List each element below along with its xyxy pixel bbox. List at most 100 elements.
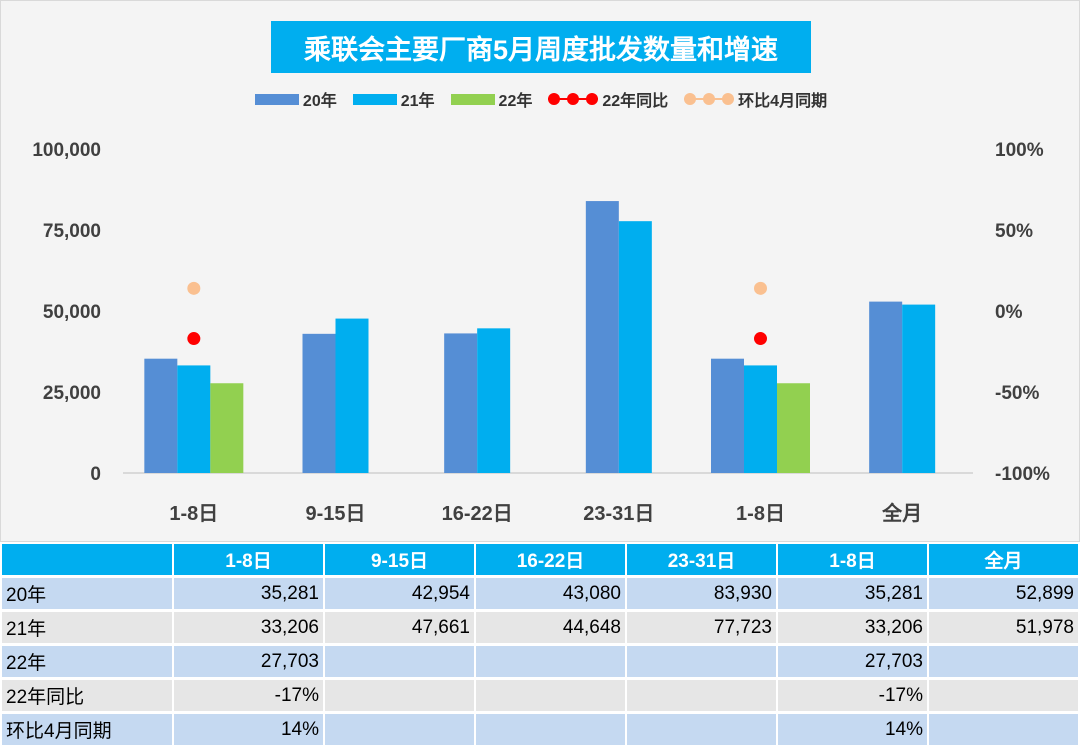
- table-header-cell: 全月: [929, 544, 1078, 578]
- table-row-label: 22年同比: [2, 680, 172, 714]
- legend-item-3: 22年同比: [548, 87, 668, 111]
- legend-label-0: 20年: [302, 93, 337, 110]
- legend-label-1: 21年: [400, 93, 435, 110]
- x-tick-label: 23-31日: [583, 503, 654, 525]
- table-cell: [476, 680, 625, 714]
- table-header-cell: 1-8日: [778, 544, 927, 578]
- table-row: 22年同比 -17% -17%: [2, 680, 1078, 714]
- table-cell: [627, 646, 776, 680]
- chart-area: 乘联会主要厂商5月周度批发数量和增速 20年 21年 22年 22年同比 环比4月同期 …: [0, 0, 1080, 542]
- point: [754, 332, 767, 346]
- point: [187, 332, 201, 346]
- bar: [585, 201, 619, 473]
- table-cell: [476, 714, 625, 748]
- bar: [744, 365, 777, 473]
- table-cell: [929, 646, 1078, 680]
- table-row-label: 20年: [2, 578, 172, 612]
- table-cell: [325, 714, 474, 748]
- table-row: 22年 27,703 27,703: [2, 646, 1078, 680]
- bar: [477, 328, 511, 473]
- table-cell: 52,899: [929, 578, 1078, 612]
- bar: [335, 318, 369, 473]
- bar: [444, 333, 478, 473]
- table-cell: [627, 714, 776, 748]
- x-tick-label: 1-8日: [736, 503, 785, 525]
- bar: [177, 365, 211, 473]
- table-cell: 35,281: [778, 578, 927, 612]
- y-left-tick-label: 0: [90, 464, 101, 485]
- table-row-label: 22年: [2, 646, 172, 680]
- y-left-tick-label: 25,000: [43, 383, 101, 404]
- legend-item-4: 环比4月同期: [684, 87, 827, 111]
- table-cell: 43,080: [476, 578, 625, 612]
- table-cell: [627, 680, 776, 714]
- table-cell: 33,206: [778, 612, 927, 646]
- x-tick-label: 9-15日: [305, 503, 365, 525]
- table-cell: 44,648: [476, 612, 625, 646]
- x-tick-label: 全月: [881, 501, 922, 525]
- bar: [302, 333, 336, 473]
- table-cell: 83,930: [627, 578, 776, 612]
- table-row: 20年 35,281 42,954 43,080 83,930 35,281 52,899: [2, 578, 1078, 612]
- legend-label-2: 22年: [498, 93, 533, 110]
- y-left-tick-label: 75,000: [43, 221, 101, 242]
- table-row-label: 环比4月同期: [2, 714, 172, 748]
- table-header-row: 1-8日 9-15日 16-22日 23-31日 1-8日 全月: [2, 544, 1078, 578]
- y-right-tick-label: -100%: [995, 464, 1050, 485]
- data-table: 1-8日 9-15日 16-22日 23-31日 1-8日 全月 20年 35,281 42,…: [0, 544, 1080, 748]
- y-right-tick-label: 50%: [995, 221, 1033, 242]
- table-cell: [325, 646, 474, 680]
- legend-marker-4: [684, 93, 735, 105]
- legend-item-1: 21年: [352, 87, 435, 111]
- table-cell: 27,703: [174, 646, 323, 680]
- legend-marker-0: [254, 93, 299, 105]
- table-cell: [929, 680, 1078, 714]
- table-cell: -17%: [174, 680, 323, 714]
- x-tick-label: 1-8日: [169, 503, 218, 525]
- y-left-tick-label: 100,000: [32, 140, 101, 161]
- legend-marker-2: [450, 93, 495, 105]
- table-cell: 14%: [174, 714, 323, 748]
- table-header-cell: 1-8日: [174, 544, 323, 578]
- point: [754, 281, 767, 295]
- chart-title: 乘联会主要厂商5月周度批发数量和增速: [271, 21, 811, 73]
- legend-label-3: 22年同比: [602, 93, 669, 110]
- plot-area: 0 25,000 50,000 75,000 100,000 -100% -50% 0% 50%…: [32, 140, 1050, 525]
- y-right-tick-label: 0%: [995, 302, 1023, 323]
- table-cell: [929, 714, 1078, 748]
- y-left-tick-label: 50,000: [43, 302, 101, 323]
- table-row: 21年 33,206 47,661 44,648 77,723 33,206 51,978: [2, 612, 1078, 646]
- table-row-label: 21年: [2, 612, 172, 646]
- chart-legend: 20年 21年 22年 22年同比 环比4月同期: [1, 86, 1080, 112]
- x-tick-label: 16-22日: [442, 503, 513, 525]
- table-cell: 35,281: [174, 578, 323, 612]
- y-right-tick-label: -50%: [995, 383, 1039, 404]
- table-cell: [325, 680, 474, 714]
- table-cell: [476, 646, 625, 680]
- bar: [618, 221, 652, 473]
- table-cell: -17%: [778, 680, 927, 714]
- table-cell: 14%: [778, 714, 927, 748]
- bar: [144, 358, 178, 473]
- bar: [777, 383, 810, 473]
- table-header-cell: 16-22日: [476, 544, 625, 578]
- bar: [869, 301, 903, 473]
- table-cell: 33,206: [174, 612, 323, 646]
- table-header-cell: 23-31日: [627, 544, 776, 578]
- point: [187, 281, 201, 295]
- table-row: 环比4月同期 14% 14%: [2, 714, 1078, 748]
- y-right-tick-label: 100%: [995, 140, 1044, 161]
- table-cell: 27,703: [778, 646, 927, 680]
- legend-marker-3: [548, 93, 599, 105]
- bar: [902, 304, 936, 473]
- legend-item-2: 22年: [450, 87, 533, 111]
- bar: [210, 383, 244, 473]
- table-cell: 42,954: [325, 578, 474, 612]
- table-header-cell: 9-15日: [325, 544, 474, 578]
- table-cell: 47,661: [325, 612, 474, 646]
- legend-label-4: 环比4月同期: [738, 93, 828, 110]
- table-body: 20年 35,281 42,954 43,080 83,930 35,281 52,899 2…: [2, 578, 1078, 748]
- table-cell: 77,723: [627, 612, 776, 646]
- bar: [711, 358, 744, 473]
- table-cell: 51,978: [929, 612, 1078, 646]
